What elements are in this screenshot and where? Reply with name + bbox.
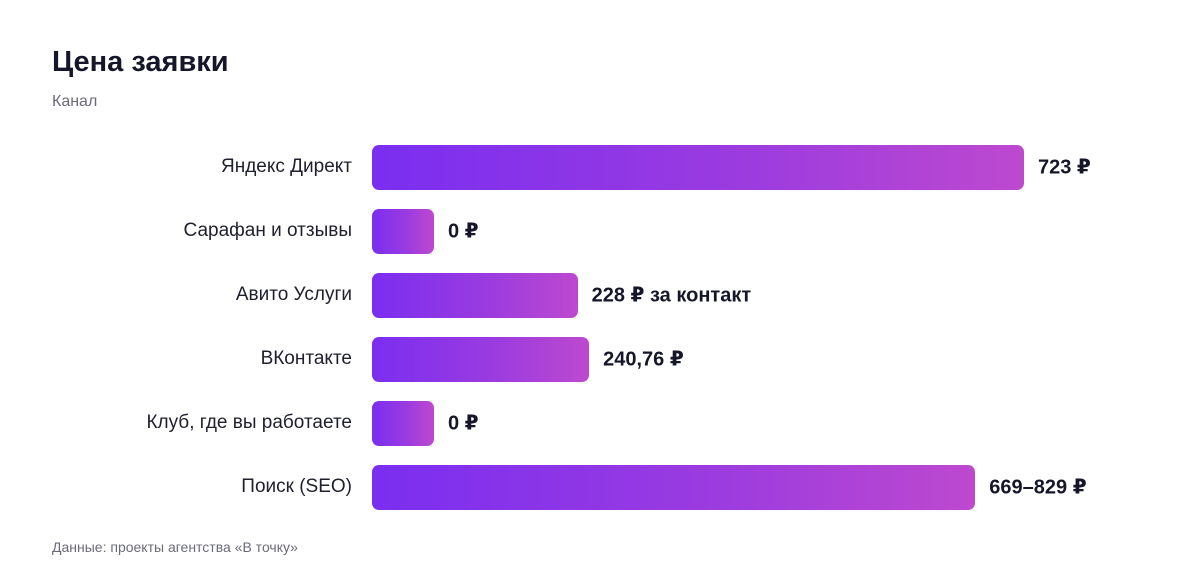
category-label: Авито Услуги	[235, 284, 352, 305]
category-label: Поиск (SEO)	[241, 476, 352, 497]
value-label: 0 ₽	[448, 412, 479, 435]
bar	[372, 464, 976, 510]
chart-subtitle: Канал	[52, 93, 98, 110]
value-label: 669–829 ₽	[989, 476, 1087, 499]
value-label: 240,76 ₽	[603, 348, 684, 371]
bar	[372, 272, 578, 318]
category-label: Яндекс Директ	[220, 156, 352, 177]
value-label: 0 ₽	[448, 220, 479, 243]
bar	[372, 144, 1024, 190]
value-label: 228 ₽ за контакт	[591, 284, 752, 307]
source-note: Данные: проекты агентства «В точку»	[52, 539, 298, 555]
value-label: 723 ₽	[1038, 156, 1091, 179]
category-label: Сарафан и отзывы	[183, 220, 352, 241]
category-label: Клуб, где вы работаете	[146, 412, 352, 433]
bar	[372, 336, 590, 382]
bar	[372, 208, 434, 254]
bar	[372, 400, 434, 446]
category-label: ВКонтакте	[260, 348, 352, 369]
chart-title: Цена заявки	[52, 46, 229, 78]
